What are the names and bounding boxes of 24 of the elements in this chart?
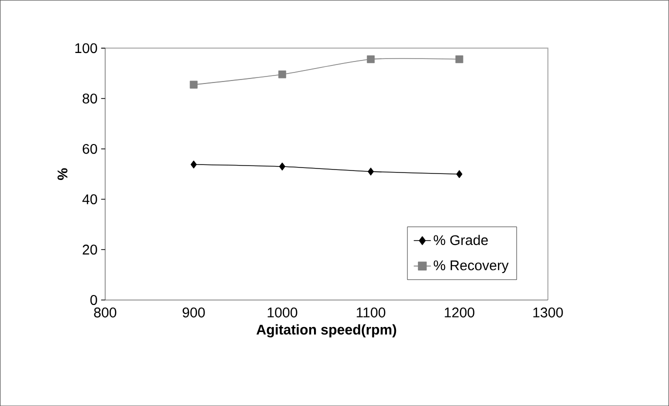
- x-tick-label: 1100: [356, 307, 386, 318]
- y-axis-title: %: [58, 168, 68, 180]
- x-tick-label: 1300: [533, 307, 563, 318]
- x-tick-label: 900: [182, 307, 205, 318]
- point: [190, 80, 198, 89]
- x-tick-label: 1000: [268, 307, 298, 318]
- y-tick-label: 100: [75, 43, 98, 54]
- y-tick-label: 60: [82, 144, 98, 154]
- point: [456, 170, 462, 178]
- point: [190, 160, 197, 168]
- point: [366, 55, 375, 64]
- point: [368, 168, 374, 176]
- y-tick-label: 20: [82, 244, 98, 255]
- x-tick-label: 1200: [444, 307, 474, 318]
- point: [455, 55, 464, 64]
- point: [279, 162, 286, 170]
- y-tick-label: 40: [82, 194, 98, 204]
- x-tick-label: 800: [94, 307, 116, 318]
- y-tick-label: 0: [90, 294, 98, 305]
- x-axis-title: Agitation speed(rpm): [256, 324, 396, 338]
- point: [278, 70, 286, 78]
- y-tick-label: 80: [82, 94, 98, 104]
- legend-label: % Recovery: [434, 260, 509, 274]
- legend-label: % Grade: [434, 234, 488, 246]
